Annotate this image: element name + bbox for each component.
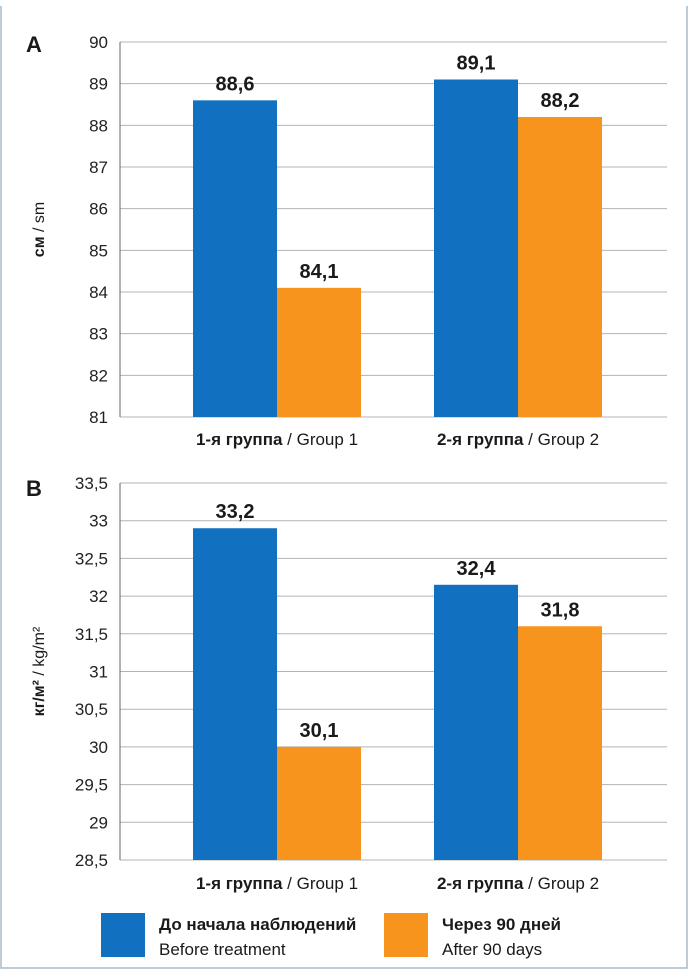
y-tick-label: 32 — [89, 587, 108, 606]
bar-after — [518, 626, 602, 860]
y-tick-label: 83 — [89, 325, 108, 344]
y-tick-label: 32,5 — [75, 549, 108, 568]
figure-border — [0, 6, 688, 969]
category-label-ru: 2-я группа — [437, 874, 524, 893]
y-axis-label-separator: / — [31, 223, 48, 236]
bar-value-label: 88,6 — [216, 73, 255, 95]
category-label-en: Group 2 — [538, 430, 599, 449]
bar-value-label: 88,2 — [541, 90, 580, 112]
x-category-label: 1-я группа / Group 1 — [196, 430, 358, 449]
y-axis-label-separator: / — [31, 667, 48, 680]
category-separator: / — [523, 430, 537, 449]
y-axis-label-en: kg/m² — [31, 626, 48, 667]
category-label-ru: 2-я группа — [437, 430, 524, 449]
panel-letter-A: A — [26, 32, 42, 57]
y-tick-label: 90 — [89, 33, 108, 52]
y-tick-label: 28,5 — [75, 851, 108, 870]
y-tick-label: 88 — [89, 116, 108, 135]
bar-before — [434, 79, 518, 417]
category-label-ru: 1-я группа — [196, 874, 283, 893]
y-axis-label-en: sm — [31, 202, 48, 223]
y-tick-label: 82 — [89, 366, 108, 385]
bar-after — [277, 746, 361, 860]
bar-value-label: 84,1 — [300, 261, 339, 283]
legend-swatch-before — [101, 913, 145, 957]
legend-label-ru: Через 90 дней — [442, 915, 561, 934]
y-tick-label: 85 — [89, 241, 108, 260]
legend-label-en: Before treatment — [159, 940, 286, 959]
x-category-label: 2-я группа / Group 2 — [437, 874, 599, 893]
x-category-label: 2-я группа / Group 2 — [437, 430, 599, 449]
y-tick-label: 30,5 — [75, 700, 108, 719]
category-separator: / — [523, 874, 537, 893]
y-tick-label: 33 — [89, 512, 108, 531]
y-tick-label: 29,5 — [75, 776, 108, 795]
y-tick-label: 89 — [89, 75, 108, 94]
y-tick-label: 29 — [89, 813, 108, 832]
bar-value-label: 31,8 — [541, 599, 580, 621]
bar-value-label: 32,4 — [457, 558, 497, 580]
x-category-label: 1-я группа / Group 1 — [196, 874, 358, 893]
bar-before — [193, 528, 277, 860]
y-axis-label-ru: кг/м² — [31, 680, 48, 716]
category-label-ru: 1-я группа — [196, 430, 283, 449]
bar-after — [518, 117, 602, 417]
y-tick-label: 81 — [89, 408, 108, 427]
legend-swatch-after — [384, 913, 428, 957]
y-axis-label-ru: см — [31, 236, 48, 257]
category-separator: / — [282, 430, 296, 449]
legend-label-en: After 90 days — [442, 940, 542, 959]
y-tick-label: 87 — [89, 158, 108, 177]
y-tick-label: 31 — [89, 663, 108, 682]
y-tick-label: 33,5 — [75, 474, 108, 493]
bar-before — [434, 584, 518, 860]
bar-value-label: 30,1 — [300, 720, 339, 742]
category-label-en: Group 1 — [297, 874, 358, 893]
category-label-en: Group 1 — [297, 430, 358, 449]
legend-label-ru: До начала наблюдений — [159, 915, 356, 934]
bar-after — [277, 287, 361, 417]
bar-before — [193, 100, 277, 417]
y-tick-label: 31,5 — [75, 625, 108, 644]
y-tick-label: 30 — [89, 738, 108, 757]
category-label-en: Group 2 — [538, 874, 599, 893]
y-axis-label: кг/м² / kg/m² — [31, 626, 48, 716]
y-axis-label: см / sm — [31, 202, 48, 257]
category-separator: / — [282, 874, 296, 893]
y-tick-label: 86 — [89, 200, 108, 219]
bar-value-label: 89,1 — [457, 53, 496, 75]
y-tick-label: 84 — [89, 283, 108, 302]
panel-letter-B: B — [26, 476, 42, 501]
bar-value-label: 33,2 — [216, 501, 255, 523]
